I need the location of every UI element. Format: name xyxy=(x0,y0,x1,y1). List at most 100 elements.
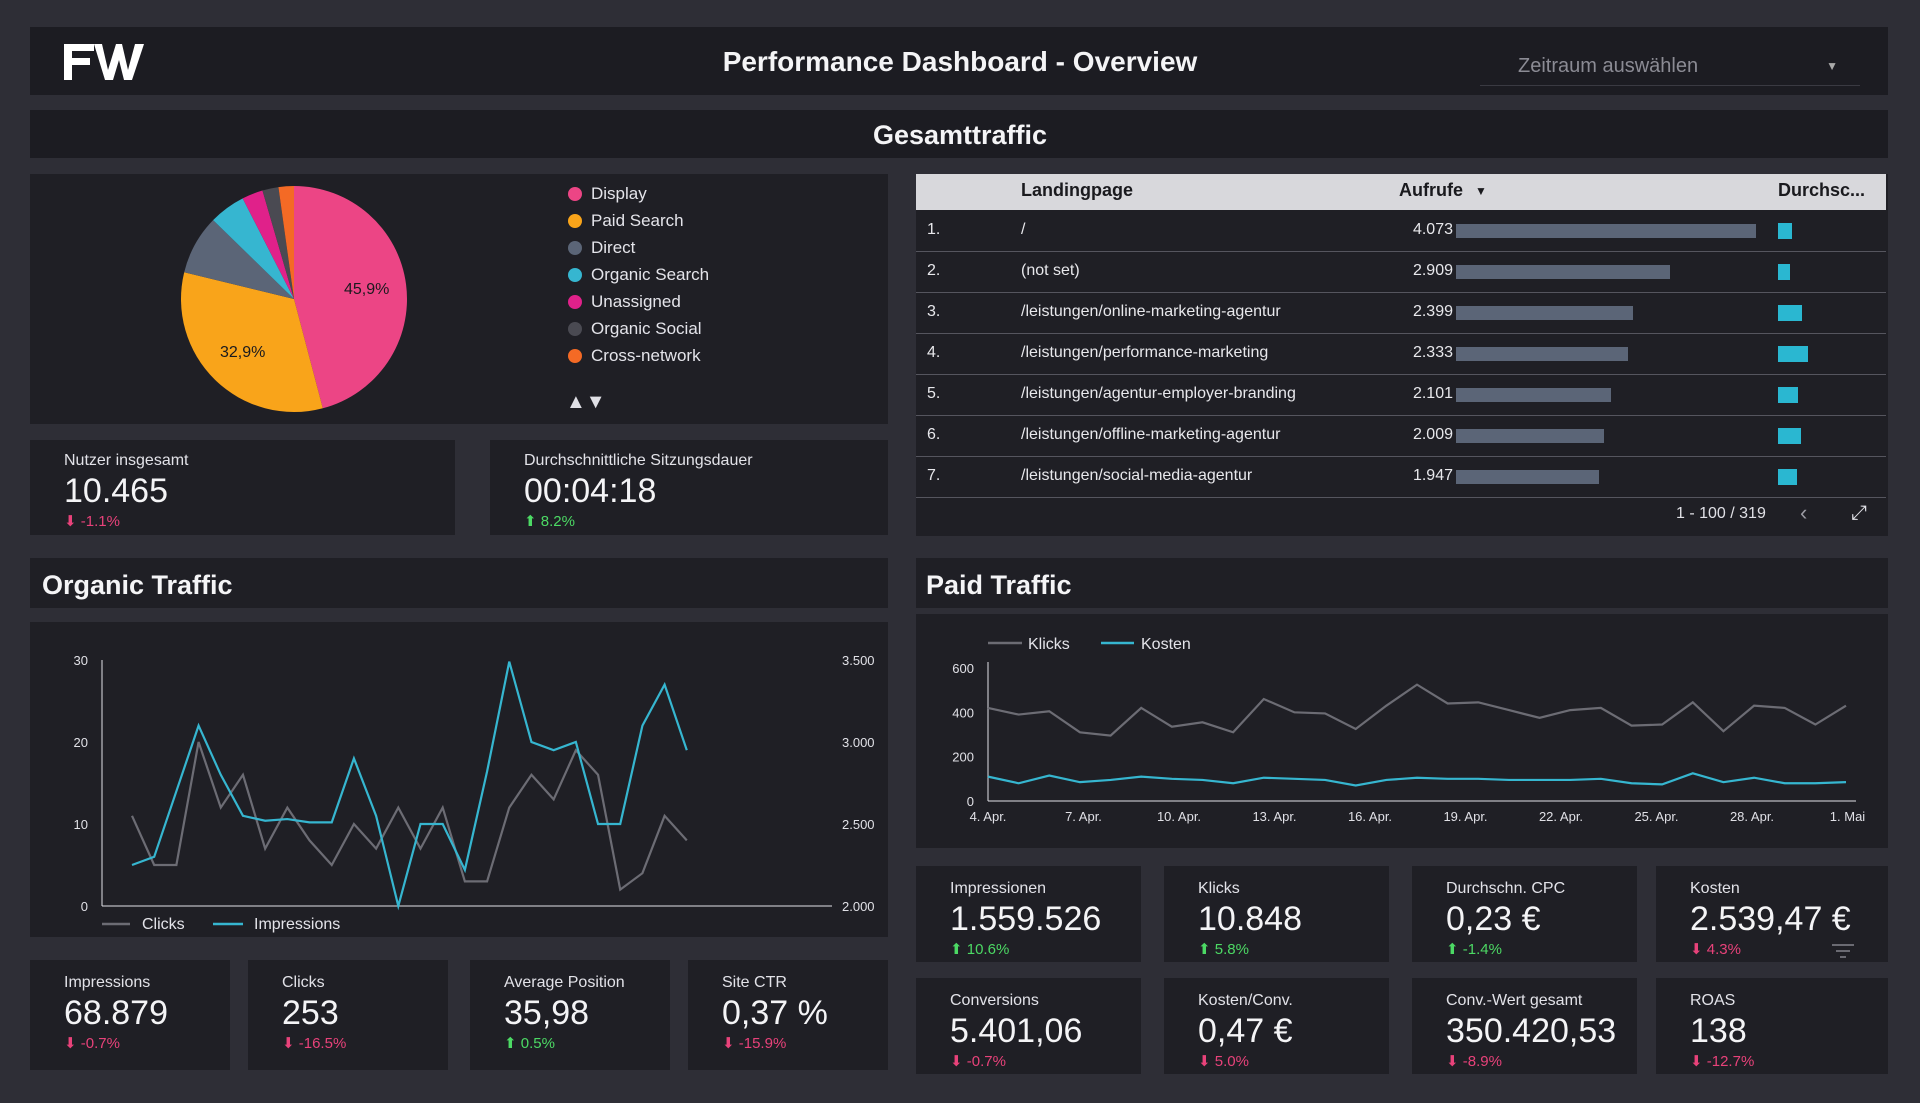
column-header-aufrufe[interactable]: Aufrufe xyxy=(1399,180,1463,200)
y-tick-right: 3.500 xyxy=(842,653,875,668)
kpi-card xyxy=(470,960,670,1070)
row-aufrufe: 2.009 xyxy=(1412,426,1453,443)
row-number: 3. xyxy=(927,303,941,320)
kpi-label: Conv.-Wert gesamt xyxy=(1446,992,1583,1009)
legend-label: Unassigned xyxy=(591,292,681,311)
kpi-delta: ⬇ 5.0% xyxy=(1198,1053,1249,1070)
legend-item[interactable]: Organic Search xyxy=(568,265,709,285)
y-tick-right: 2.500 xyxy=(842,817,875,832)
chevron-down-icon: ▼ xyxy=(1826,59,1838,73)
kpi-label: Durchschnittliche Sitzungsdauer xyxy=(524,452,753,469)
x-tick: 22. Apr. xyxy=(1539,809,1583,824)
kpi-value: 350.420,53 xyxy=(1446,1012,1617,1050)
pie-slice-cross-network[interactable] xyxy=(278,186,294,299)
pie-slice-unassigned[interactable] xyxy=(242,190,294,299)
legend-label: Organic Social xyxy=(591,319,702,338)
date-range-placeholder: Zeitraum auswählen xyxy=(1518,55,1699,77)
series-line-impressions xyxy=(131,661,688,911)
arrow-down-icon: ⬇ xyxy=(64,513,77,530)
kpi-label: Conversions xyxy=(950,992,1039,1009)
row-aufrufe-bar xyxy=(1456,429,1604,443)
row-number: 4. xyxy=(927,344,941,361)
kpi-card xyxy=(916,978,1141,1074)
row-durchschnitt-bar xyxy=(1778,223,1792,239)
kpi-value: 35,98 xyxy=(504,994,590,1032)
kpi-card-users xyxy=(30,440,455,535)
kpi-delta: ⬇ -0.7% xyxy=(64,1035,120,1052)
x-tick: 25. Apr. xyxy=(1634,809,1678,824)
paid-title-bar xyxy=(916,558,1888,608)
row-durchschnitt-bar xyxy=(1778,264,1790,280)
filter-icon[interactable] xyxy=(1832,944,1854,958)
pie-slice-direct[interactable] xyxy=(184,220,294,299)
series-line-clicks xyxy=(130,741,688,892)
legend-label-impressions: Impressions xyxy=(254,916,340,933)
kpi-value: 1.559.526 xyxy=(950,900,1102,938)
legend-label: Organic Search xyxy=(591,265,710,284)
row-number: 2. xyxy=(927,262,941,279)
arrow-up-icon: ⬆ xyxy=(1198,941,1215,958)
legend-item[interactable]: Paid Search xyxy=(568,211,684,231)
pie-slice-display[interactable] xyxy=(294,186,407,409)
kpi-delta: ⬆ 5.8% xyxy=(1198,941,1249,958)
pie-slice-organic-social[interactable] xyxy=(262,187,294,299)
pie-slice-paid-search[interactable] xyxy=(181,272,323,412)
paid-line-chart: 0 200 400 600 4. Apr. 7. Apr. 10. Apr. 13. Apr.… xyxy=(952,636,1865,824)
row-aufrufe: 1.947 xyxy=(1412,467,1453,484)
section-title: Gesamttraffic xyxy=(872,120,1048,150)
row-divider xyxy=(916,497,1886,498)
legend-item[interactable]: Organic Social xyxy=(568,319,702,339)
triangle-down-icon[interactable]: ▼ xyxy=(585,391,606,413)
column-header-durchschnitt[interactable]: Durchsc... xyxy=(1778,180,1866,200)
y-tick-right: 2.000 xyxy=(842,899,875,914)
kpi-label: Klicks xyxy=(1198,880,1240,897)
arrow-down-icon: ⬇ xyxy=(1690,941,1707,958)
pie-panel xyxy=(30,174,888,424)
legend-item[interactable]: Direct xyxy=(568,238,635,258)
pie-label-paid-search: 32,9% xyxy=(220,344,266,361)
kpi-card xyxy=(1412,866,1637,962)
kpi-label: Nutzer insgesamt xyxy=(64,452,189,469)
kpi-card-session xyxy=(490,440,888,535)
date-range-select[interactable]: Zeitraum auswählen ▼ xyxy=(1480,46,1860,86)
expand-icon[interactable]: ⤢ xyxy=(1851,502,1867,524)
arrow-down-icon: ⬇ xyxy=(722,1035,739,1052)
legend-page-arrows[interactable]: ▲▼ xyxy=(566,391,606,414)
triangle-up-icon[interactable]: ▲ xyxy=(566,391,586,413)
sort-desc-icon[interactable]: ▼ xyxy=(1475,184,1487,198)
y-tick: 200 xyxy=(952,750,974,765)
legend-label-kosten: Kosten xyxy=(1141,636,1191,653)
row-divider xyxy=(916,333,1886,334)
row-number: 7. xyxy=(927,467,941,484)
legend-item[interactable]: Display xyxy=(568,184,647,204)
y-tick: 0 xyxy=(967,794,974,809)
row-aufrufe-bar xyxy=(1456,347,1628,361)
legend-label: Cross-network xyxy=(591,346,701,365)
header-bar xyxy=(30,27,1888,95)
row-aufrufe: 2.333 xyxy=(1412,344,1453,361)
row-durchschnitt-bar xyxy=(1778,428,1801,444)
pie-slice-organic-search[interactable] xyxy=(213,198,294,299)
kpi-value: 00:04:18 xyxy=(524,472,657,510)
x-tick: 4. Apr. xyxy=(970,809,1007,824)
legend-label-clicks: Clicks xyxy=(142,916,185,933)
legend-label: Direct xyxy=(591,238,636,257)
row-durchschnitt-bar xyxy=(1778,346,1808,362)
row-durchschnitt-bar xyxy=(1778,469,1797,485)
fw-logo xyxy=(64,44,144,80)
chevron-left-icon[interactable]: ‹ xyxy=(1800,500,1808,525)
legend-item[interactable]: Cross-network xyxy=(568,346,701,366)
row-number: 1. xyxy=(927,221,941,238)
row-divider xyxy=(916,374,1886,375)
kpi-card xyxy=(916,866,1141,962)
column-header-landingpage[interactable]: Landingpage xyxy=(1021,180,1133,200)
legend-dot xyxy=(568,295,582,309)
kpi-delta: ⬆ 10.6% xyxy=(950,941,1010,958)
kpi-value: 68.879 xyxy=(64,994,168,1032)
legend-item[interactable]: Unassigned xyxy=(568,292,681,312)
kpi-delta: ⬆ 0.5% xyxy=(504,1035,555,1052)
kpi-card xyxy=(688,960,888,1070)
kpi-label: Kosten xyxy=(1690,880,1740,897)
kpi-label: ROAS xyxy=(1690,992,1736,1009)
row-landingpage: (not set) xyxy=(1021,262,1080,279)
